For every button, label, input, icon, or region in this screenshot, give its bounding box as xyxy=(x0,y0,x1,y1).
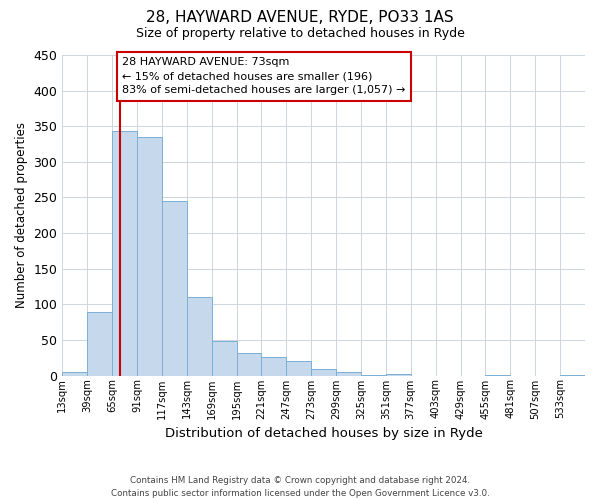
Bar xyxy=(62,372,87,376)
Bar xyxy=(212,340,236,376)
Bar xyxy=(87,312,112,376)
Bar xyxy=(560,375,585,376)
Bar xyxy=(311,369,336,376)
Bar xyxy=(137,137,162,376)
Bar xyxy=(286,360,311,376)
Text: Contains HM Land Registry data © Crown copyright and database right 2024.
Contai: Contains HM Land Registry data © Crown c… xyxy=(110,476,490,498)
Y-axis label: Number of detached properties: Number of detached properties xyxy=(15,122,28,308)
Bar xyxy=(262,357,286,376)
X-axis label: Distribution of detached houses by size in Ryde: Distribution of detached houses by size … xyxy=(165,427,482,440)
Text: Size of property relative to detached houses in Ryde: Size of property relative to detached ho… xyxy=(136,28,464,40)
Bar xyxy=(236,352,262,376)
Text: 28 HAYWARD AVENUE: 73sqm
← 15% of detached houses are smaller (196)
83% of semi-: 28 HAYWARD AVENUE: 73sqm ← 15% of detach… xyxy=(122,57,406,95)
Bar xyxy=(485,375,511,376)
Text: 28, HAYWARD AVENUE, RYDE, PO33 1AS: 28, HAYWARD AVENUE, RYDE, PO33 1AS xyxy=(146,10,454,25)
Bar xyxy=(187,297,212,376)
Bar xyxy=(336,372,361,376)
Bar xyxy=(112,131,137,376)
Bar xyxy=(162,201,187,376)
Bar xyxy=(386,374,411,376)
Bar xyxy=(361,375,386,376)
